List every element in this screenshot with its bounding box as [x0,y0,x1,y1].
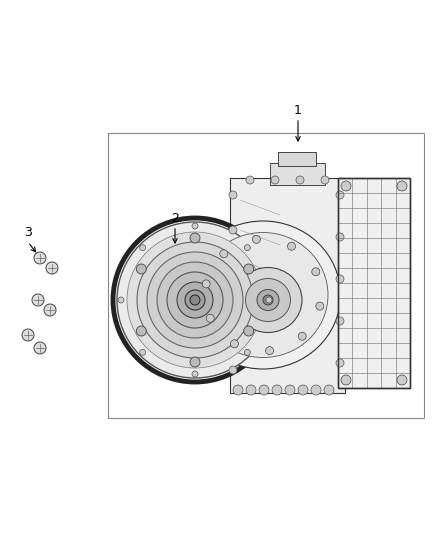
Circle shape [190,357,200,367]
Circle shape [296,176,304,184]
Circle shape [185,290,205,310]
Circle shape [336,359,344,367]
Circle shape [229,331,237,339]
Circle shape [244,326,254,336]
Circle shape [287,242,296,250]
Circle shape [272,385,282,395]
Circle shape [246,176,254,184]
Circle shape [136,264,146,274]
Bar [278,152,316,166]
Circle shape [312,268,320,276]
Circle shape [127,232,263,368]
Circle shape [271,176,279,184]
Circle shape [244,349,251,356]
Circle shape [192,223,198,229]
Circle shape [140,349,146,356]
Circle shape [34,252,46,264]
Circle shape [298,385,308,395]
Circle shape [157,262,233,338]
Circle shape [311,385,321,395]
Circle shape [229,191,237,199]
Circle shape [336,191,344,199]
Text: 3: 3 [24,227,32,239]
Circle shape [259,385,269,395]
Circle shape [298,332,306,340]
Circle shape [336,317,344,325]
Circle shape [244,245,251,251]
Circle shape [229,366,237,374]
Circle shape [177,282,213,318]
Ellipse shape [186,221,340,369]
Circle shape [229,296,237,304]
Circle shape [137,242,253,358]
Ellipse shape [234,268,302,333]
Bar [230,178,345,393]
Bar [338,178,410,388]
Circle shape [190,233,200,243]
Ellipse shape [263,295,273,305]
Circle shape [246,385,256,395]
Circle shape [136,326,146,336]
Circle shape [140,245,146,251]
Circle shape [220,250,228,258]
Circle shape [336,233,344,241]
Circle shape [316,302,324,310]
Bar [108,133,424,418]
Ellipse shape [246,279,290,321]
Circle shape [192,371,198,377]
Bar [338,178,410,388]
Circle shape [113,218,277,382]
Circle shape [324,385,334,395]
Bar [270,163,325,185]
Circle shape [167,272,223,328]
Circle shape [265,346,274,354]
Ellipse shape [257,289,279,311]
Circle shape [233,385,243,395]
Circle shape [34,342,46,354]
Text: 1: 1 [294,103,302,117]
Circle shape [230,340,238,348]
Circle shape [397,181,407,191]
Circle shape [118,297,124,303]
Circle shape [341,375,351,385]
Circle shape [46,262,58,274]
Circle shape [341,181,351,191]
Circle shape [397,375,407,385]
Circle shape [285,385,295,395]
Circle shape [202,280,210,288]
Circle shape [190,295,200,305]
Circle shape [206,314,214,322]
Circle shape [229,226,237,234]
Circle shape [22,329,34,341]
Circle shape [117,222,273,378]
Circle shape [229,261,237,269]
Ellipse shape [198,232,328,358]
Circle shape [147,252,243,348]
Circle shape [44,304,56,316]
Circle shape [336,275,344,283]
Text: 2: 2 [171,212,179,224]
Circle shape [252,236,261,244]
Circle shape [244,264,254,274]
Circle shape [266,297,272,303]
Circle shape [321,176,329,184]
Circle shape [32,294,44,306]
